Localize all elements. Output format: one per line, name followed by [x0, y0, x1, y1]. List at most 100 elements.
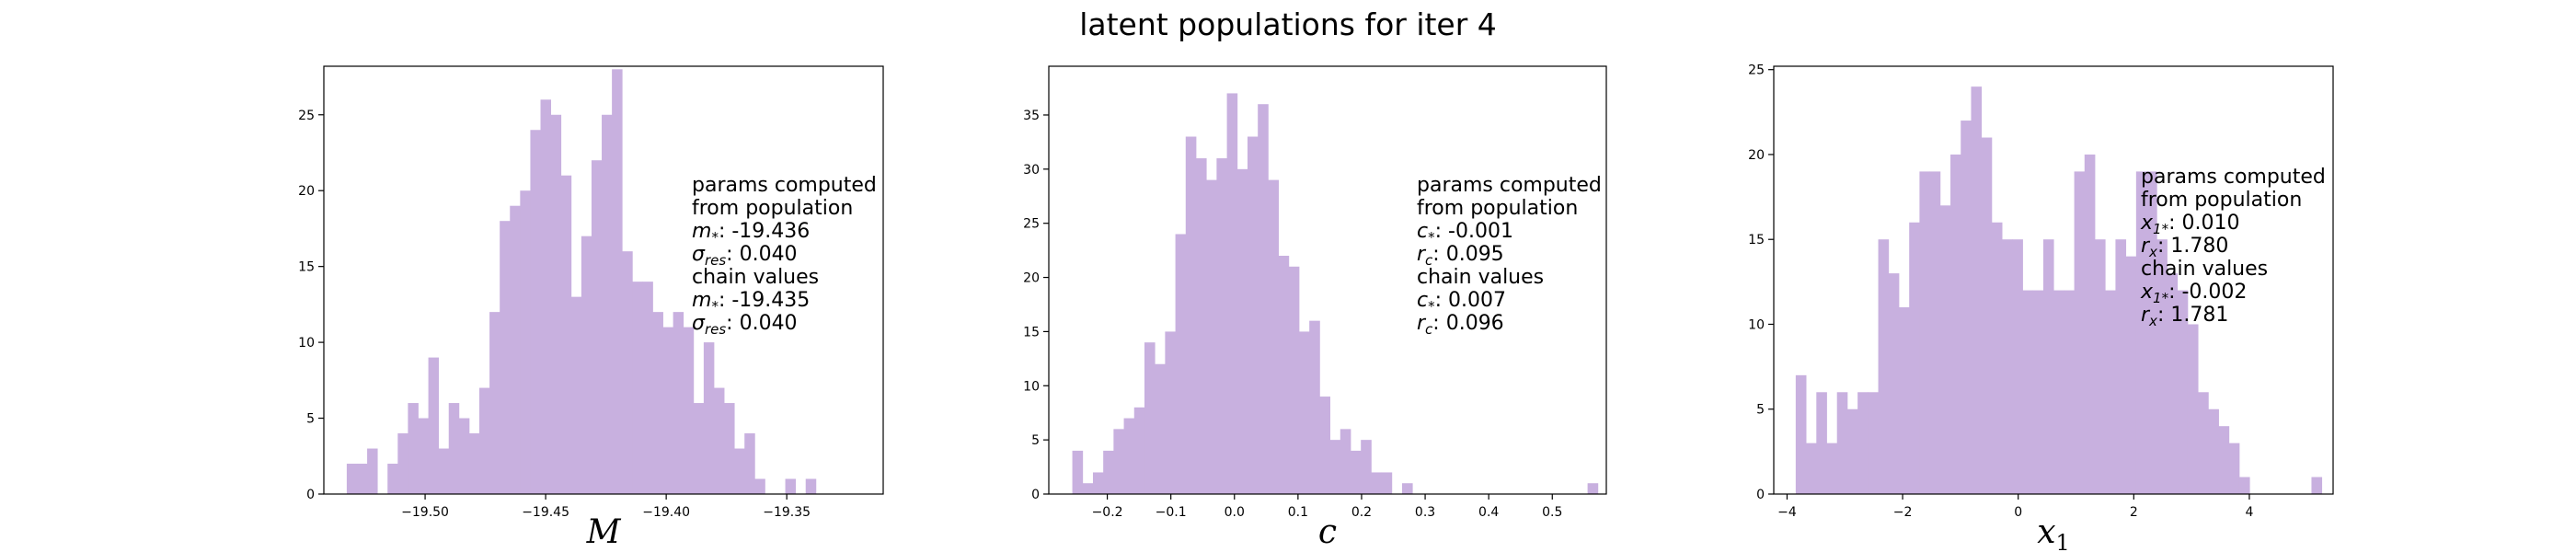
- histogram-bar: [570, 296, 582, 494]
- histogram-bar: [642, 282, 653, 494]
- histogram-bar: [744, 433, 755, 494]
- y-tick-label: 15: [1023, 325, 1040, 339]
- y-tick-label: 5: [306, 412, 315, 427]
- histogram-bar: [2095, 239, 2106, 494]
- x-axis-label: M: [586, 513, 622, 551]
- histogram-bar: [2167, 273, 2179, 494]
- x-tick-label: −0.1: [1156, 505, 1187, 520]
- y-tick-label: 25: [1748, 63, 1765, 78]
- y-tick-label: 35: [1023, 109, 1040, 123]
- histogram-bar: [1806, 443, 1817, 494]
- histogram-bar: [1247, 136, 1259, 494]
- histogram-bar: [1216, 158, 1227, 494]
- histogram-bar: [1939, 205, 1951, 494]
- histogram-bar: [1950, 154, 1961, 494]
- histogram-bar: [2156, 239, 2168, 494]
- histogram-bar: [673, 312, 684, 494]
- histogram-bar: [622, 251, 633, 494]
- histogram-bar: [2198, 392, 2209, 494]
- histogram-bars: [1795, 86, 2323, 495]
- histogram-bar: [2115, 239, 2127, 494]
- histogram-bar: [2032, 290, 2044, 494]
- histogram-bar: [713, 387, 725, 494]
- histogram-bar: [1206, 179, 1217, 495]
- annotation-line: chain values: [2141, 258, 2268, 281]
- y-tick-label: 20: [298, 184, 315, 199]
- histogram-bar: [2105, 290, 2116, 494]
- histogram-bar: [754, 478, 765, 494]
- histogram-bar: [1878, 239, 1890, 494]
- x-tick-label: −4: [1777, 505, 1797, 520]
- histogram-bar: [2042, 239, 2054, 494]
- histogram-bar: [1195, 158, 1207, 494]
- y-tick-label: 15: [1748, 233, 1765, 247]
- figure-title: latent populations for iter 4: [1079, 6, 1497, 42]
- x-tick-label: −0.2: [1092, 505, 1123, 520]
- histogram-bar: [632, 282, 643, 494]
- x-tick-label: −19.35: [763, 505, 811, 520]
- axes-frame: [323, 65, 884, 495]
- histogram-bar: [2177, 290, 2189, 494]
- histogram-bar: [662, 327, 674, 494]
- annotation-line: σres: 0.040: [692, 243, 798, 269]
- histogram-panel-3: −4 −2 0 2 4 0 5 10 15 20 25 x1 params computed from …: [1748, 63, 2334, 552]
- histogram-bar: [785, 478, 797, 494]
- histogram-bar: [1288, 266, 1300, 494]
- y-tick-label: 0: [306, 488, 315, 502]
- histogram-bar: [1909, 222, 1920, 494]
- histogram-bar: [2084, 154, 2096, 494]
- histogram-bar: [591, 160, 603, 495]
- histogram-bar: [1226, 93, 1238, 495]
- histogram-bar: [1278, 256, 1290, 494]
- histogram-bar: [1361, 440, 1372, 494]
- annotation-line: params computed: [1417, 174, 1602, 197]
- histogram-panel-2: −0.2 −0.1 0.0 0.1 0.2 0.3 0.4 0.5 0 5 10 15 20 25 30 35…: [1023, 65, 1607, 551]
- x-tick-label: 0: [2014, 505, 2022, 520]
- annotation-line: from population: [2141, 189, 2302, 212]
- histogram-bar: [2208, 408, 2219, 494]
- histogram-bar: [2074, 171, 2086, 494]
- x-tick-label: 2: [2130, 505, 2138, 520]
- histogram-bar: [1402, 483, 1413, 494]
- histogram-bar: [1857, 392, 1869, 494]
- x-tick-label: −19.40: [642, 505, 690, 520]
- x-tick-label: 0.3: [1415, 505, 1435, 520]
- histogram-bar: [468, 433, 480, 494]
- y-tick-label: 10: [1748, 317, 1765, 332]
- y-tick-label: 30: [1023, 163, 1040, 178]
- histogram-bar: [1991, 222, 2003, 494]
- y-tick-label: 20: [1748, 148, 1765, 163]
- histogram-bar: [540, 99, 552, 494]
- histogram-bar: [2064, 290, 2075, 494]
- histogram-bar: [805, 478, 817, 494]
- histogram-bar: [1888, 273, 1900, 494]
- histogram-bar: [724, 403, 735, 494]
- x-axis-label: x1: [2037, 513, 2070, 552]
- histogram-bar: [1971, 86, 1983, 494]
- y-tick-label: 5: [1031, 433, 1040, 448]
- histogram-bar: [1268, 179, 1279, 495]
- axes-frame: [1048, 65, 1607, 495]
- histogram-bar: [387, 464, 398, 494]
- histogram-bar: [2053, 290, 2064, 494]
- histogram-bar: [581, 236, 592, 494]
- histogram-bar: [2238, 477, 2250, 494]
- histogram-bar: [2002, 239, 2013, 494]
- axes-frame: [1773, 65, 2334, 495]
- histogram-bar: [1309, 320, 1320, 494]
- histogram-panel-1: −19.50 −19.45 −19.40 −19.35 0 5 10 15 20 25 Mparam…: [298, 65, 884, 551]
- histogram-bar: [397, 433, 408, 494]
- histogram-bar: [1981, 137, 1993, 494]
- y-tick-label: 25: [298, 109, 315, 123]
- histogram-bar: [1103, 450, 1114, 494]
- histogram-bar: [428, 357, 440, 494]
- histogram-bar: [520, 190, 531, 494]
- annotation-line: x1*: -0.002: [2140, 281, 2247, 306]
- x-tick-label: 4: [2245, 505, 2253, 520]
- histogram-bar: [693, 403, 705, 494]
- histogram-bar: [510, 205, 521, 494]
- histogram-bar: [734, 448, 745, 494]
- annotation-line: rc: 0.095: [1417, 243, 1504, 269]
